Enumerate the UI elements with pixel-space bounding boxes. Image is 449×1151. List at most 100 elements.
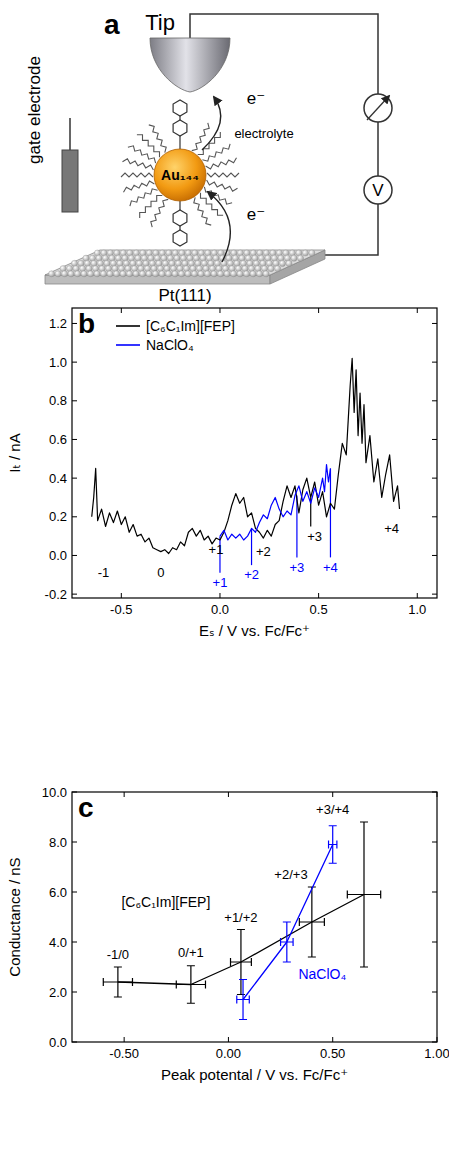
atom [192, 271, 198, 277]
x-tick-label: 0.50 [320, 1046, 345, 1061]
y-tick [432, 439, 437, 440]
peak-line [251, 528, 252, 565]
atom [268, 266, 274, 272]
y-tick-label: 1.2 [49, 316, 67, 331]
y-tick-label: 10.0 [42, 785, 67, 800]
ligand [149, 125, 166, 153]
ligand [151, 199, 168, 227]
ammeter-arrow [367, 96, 389, 120]
error-bar-x [237, 996, 250, 1004]
ligand [137, 135, 160, 158]
atom [166, 271, 172, 277]
legend-entry: NaClO₄ [146, 337, 194, 353]
annotation: +4 [323, 560, 338, 575]
error-bar-x [231, 958, 252, 966]
error-bar-x [329, 841, 337, 849]
y-tick-label: 6.0 [49, 885, 67, 900]
ligand [140, 196, 163, 219]
panel-letter: b [78, 308, 95, 339]
voltmeter [364, 176, 392, 204]
ring [173, 230, 187, 246]
atom [205, 271, 211, 277]
x-tick-label: -0.50 [109, 1046, 139, 1061]
y-tick-label: 0.8 [49, 393, 67, 408]
atom [127, 271, 133, 277]
y-axis-title: Iₜ / nA [6, 433, 23, 472]
y-tick [432, 516, 437, 517]
data [103, 822, 380, 1020]
error-bar-x [103, 978, 132, 986]
panel-letter: c [78, 792, 94, 823]
atom [302, 250, 308, 256]
ligand [124, 181, 155, 192]
atom [62, 271, 68, 277]
error-bar-x [299, 918, 324, 926]
particle-label: Au₁₄₄ [161, 167, 199, 183]
atom [146, 271, 152, 277]
x-tick [121, 593, 122, 598]
atom [172, 271, 178, 277]
x-tick-label: 1.0 [408, 602, 426, 617]
y-tick-label: 8.0 [49, 835, 67, 850]
atom [94, 271, 100, 277]
atom [133, 271, 139, 277]
slab-side [270, 250, 325, 284]
atom [286, 260, 292, 266]
x-tick-label: 0.0 [211, 602, 229, 617]
atom [107, 271, 113, 277]
chart: -0.500.000.501.000.02.04.06.08.010.0Peak… [6, 785, 449, 1083]
annotation: +3/+4 [316, 802, 349, 817]
electron-label: e⁻ [247, 89, 265, 108]
electron-arrow [202, 97, 221, 150]
ligand [121, 173, 153, 177]
x-tick [228, 1037, 229, 1042]
y-tick [72, 594, 77, 595]
atom [279, 260, 285, 266]
y-tick [432, 992, 437, 993]
ligand [207, 173, 239, 177]
x-axis-title: Peak potental / V vs. Fc/Fc⁺ [161, 1066, 348, 1083]
y-tick-label: 0.4 [49, 471, 67, 486]
ring [173, 100, 187, 116]
y-tick-label: 0.0 [49, 548, 67, 563]
y-axis-title: Conductance / nS [6, 857, 23, 976]
y-tick [72, 516, 77, 517]
atom [224, 271, 230, 277]
y-tick [72, 892, 77, 893]
atom [179, 271, 185, 277]
y-tick [432, 792, 437, 793]
y-tick-label: 1.0 [49, 355, 67, 370]
atom [275, 266, 281, 272]
gate-wire [69, 118, 71, 150]
y-tick [72, 478, 77, 479]
series-label: [C₆C₁Im][FEP] [121, 894, 210, 910]
series-line [92, 358, 400, 553]
x-tick [318, 308, 319, 313]
annotation: +2 [256, 544, 271, 559]
chart: -0.50.00.51.0-0.20.00.20.40.60.81.01.2Eₛ… [6, 308, 437, 639]
tip [150, 38, 230, 92]
x-tick-label: 0.5 [310, 602, 328, 617]
figure: aTipVgate electrodePt(111)Au₁₄₄e⁻e⁻elect… [0, 0, 449, 1151]
ligand [123, 159, 154, 170]
y-tick [72, 555, 77, 556]
gate-electrode [62, 150, 78, 212]
y-tick [72, 323, 77, 324]
diagram: aTipVgate electrodePt(111)Au₁₄₄e⁻e⁻elect… [25, 9, 392, 305]
y-tick [432, 323, 437, 324]
x-tick-label: 0.00 [216, 1046, 241, 1061]
y-tick [72, 1042, 77, 1043]
atom [81, 271, 87, 277]
linker [179, 201, 180, 210]
atom [211, 271, 217, 277]
y-tick [432, 400, 437, 401]
y-tick [432, 892, 437, 893]
atom [257, 271, 263, 277]
annotation: +2/+3 [274, 867, 307, 882]
x-tick [437, 1037, 438, 1042]
ligand [194, 197, 211, 225]
y-tick-label: 0.2 [49, 509, 67, 524]
x-tick [332, 1037, 333, 1042]
data [92, 358, 400, 573]
y-tick [72, 992, 77, 993]
